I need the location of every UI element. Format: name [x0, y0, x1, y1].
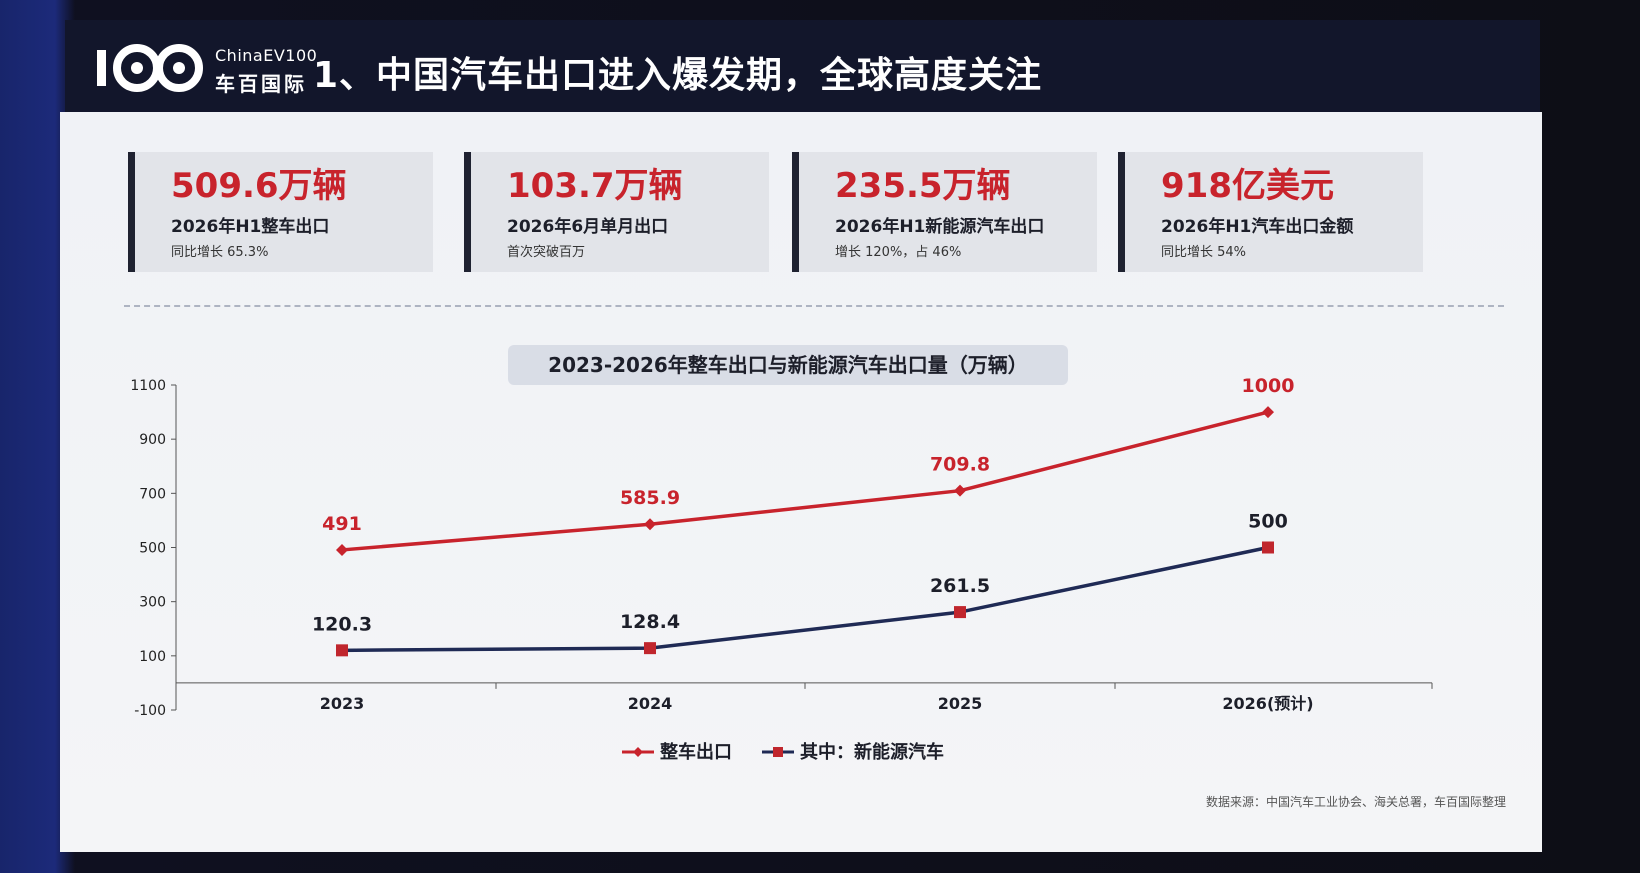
kpi-value: 509.6万辆 — [171, 166, 347, 206]
data-point-diamond — [336, 543, 348, 556]
logo-brand-en: ChinaEV100 — [215, 46, 318, 65]
data-point-square — [644, 642, 656, 655]
data-label: 261.5 — [930, 575, 990, 597]
data-point-square — [336, 644, 348, 657]
legend-label-2: 其中：新能源汽车 — [800, 741, 944, 763]
line-chart: 1100 900 700 500 300 100 -100 2023 2024 2025 2026(… — [130, 375, 1433, 763]
y-tick-label: -100 — [134, 703, 166, 719]
x-tick-label: 2025 — [938, 694, 983, 713]
section-divider — [124, 305, 1504, 307]
data-source-note: 数据来源：中国汽车工业协会、海关总署，车百国际整理 — [1205, 795, 1506, 809]
kpi-note: 同比增长 54% — [1161, 245, 1247, 260]
data-label: 491 — [322, 513, 362, 535]
data-label: 1000 — [1242, 375, 1295, 397]
data-label: 709.8 — [930, 454, 990, 476]
legend-label-1: 整车出口 — [659, 741, 732, 763]
kpi-card-h1-export: 509.6万辆 2026年H1整车出口 同比增长 65.3% — [128, 152, 433, 272]
data-point-diamond — [954, 484, 966, 497]
brand-logo: ChinaEV100 车百国际 — [95, 40, 318, 96]
x-tick-label: 2024 — [628, 694, 673, 713]
legend-marker-square — [773, 747, 783, 757]
slide-body: 509.6万辆 2026年H1整车出口 同比增长 65.3% 103.7万辆 2… — [60, 112, 1542, 852]
data-label: 585.9 — [620, 487, 680, 509]
data-point-square — [1262, 541, 1274, 554]
kpi-label: 2026年6月单月出口 — [507, 217, 669, 237]
data-label: 500 — [1248, 511, 1288, 533]
series-line-1 — [341, 410, 1269, 552]
y-tick-label: 900 — [139, 432, 166, 448]
kpi-value: 918亿美元 — [1161, 166, 1334, 206]
kpi-value: 235.5万辆 — [835, 166, 1011, 206]
slide-title: 1、中国汽车出口进入爆发期，全球高度关注 — [313, 55, 1043, 96]
kpi-value: 103.7万辆 — [507, 166, 683, 206]
kpi-note: 同比增长 65.3% — [171, 245, 269, 260]
y-tick-label: 500 — [139, 541, 166, 557]
y-tick-label: 1100 — [130, 378, 166, 394]
kpi-card-nev-export: 235.5万辆 2026年H1新能源汽车出口 增长 120%，占 46% — [792, 152, 1097, 272]
kpi-label: 2026年H1汽车出口金额 — [1161, 217, 1354, 237]
data-label: 128.4 — [620, 611, 680, 633]
chart-title: 2023-2026年整车出口与新能源汽车出口量（万辆） — [508, 345, 1068, 385]
data-point-diamond — [1262, 406, 1274, 419]
logo-brand-cn: 车百国际 — [215, 72, 307, 96]
data-label: 120.3 — [312, 613, 372, 635]
slide-header: ChinaEV100 车百国际 1、中国汽车出口进入爆发期，全球高度关注 — [65, 20, 1540, 112]
kpi-label: 2026年H1整车出口 — [171, 217, 330, 237]
x-tick-label: 2026(预计) — [1222, 694, 1313, 713]
kpi-card-export-value: 918亿美元 2026年H1汽车出口金额 同比增长 54% — [1118, 152, 1423, 272]
kpi-note: 增长 120%，占 46% — [835, 245, 962, 260]
x-tick-label: 2023 — [320, 694, 365, 713]
kpi-label: 2026年H1新能源汽车出口 — [835, 217, 1045, 237]
legend-marker-diamond — [633, 747, 643, 757]
y-tick-label: 700 — [139, 486, 166, 502]
y-tick-label: 300 — [139, 595, 166, 611]
logo-100-icon — [97, 44, 203, 92]
data-point-square — [954, 606, 966, 619]
kpi-note: 首次突破百万 — [507, 245, 586, 260]
kpi-card-june-export: 103.7万辆 2026年6月单月出口 首次突破百万 — [464, 152, 769, 272]
y-tick-label: 100 — [139, 649, 166, 665]
series-line-2 — [341, 545, 1269, 653]
data-point-diamond — [644, 518, 656, 531]
